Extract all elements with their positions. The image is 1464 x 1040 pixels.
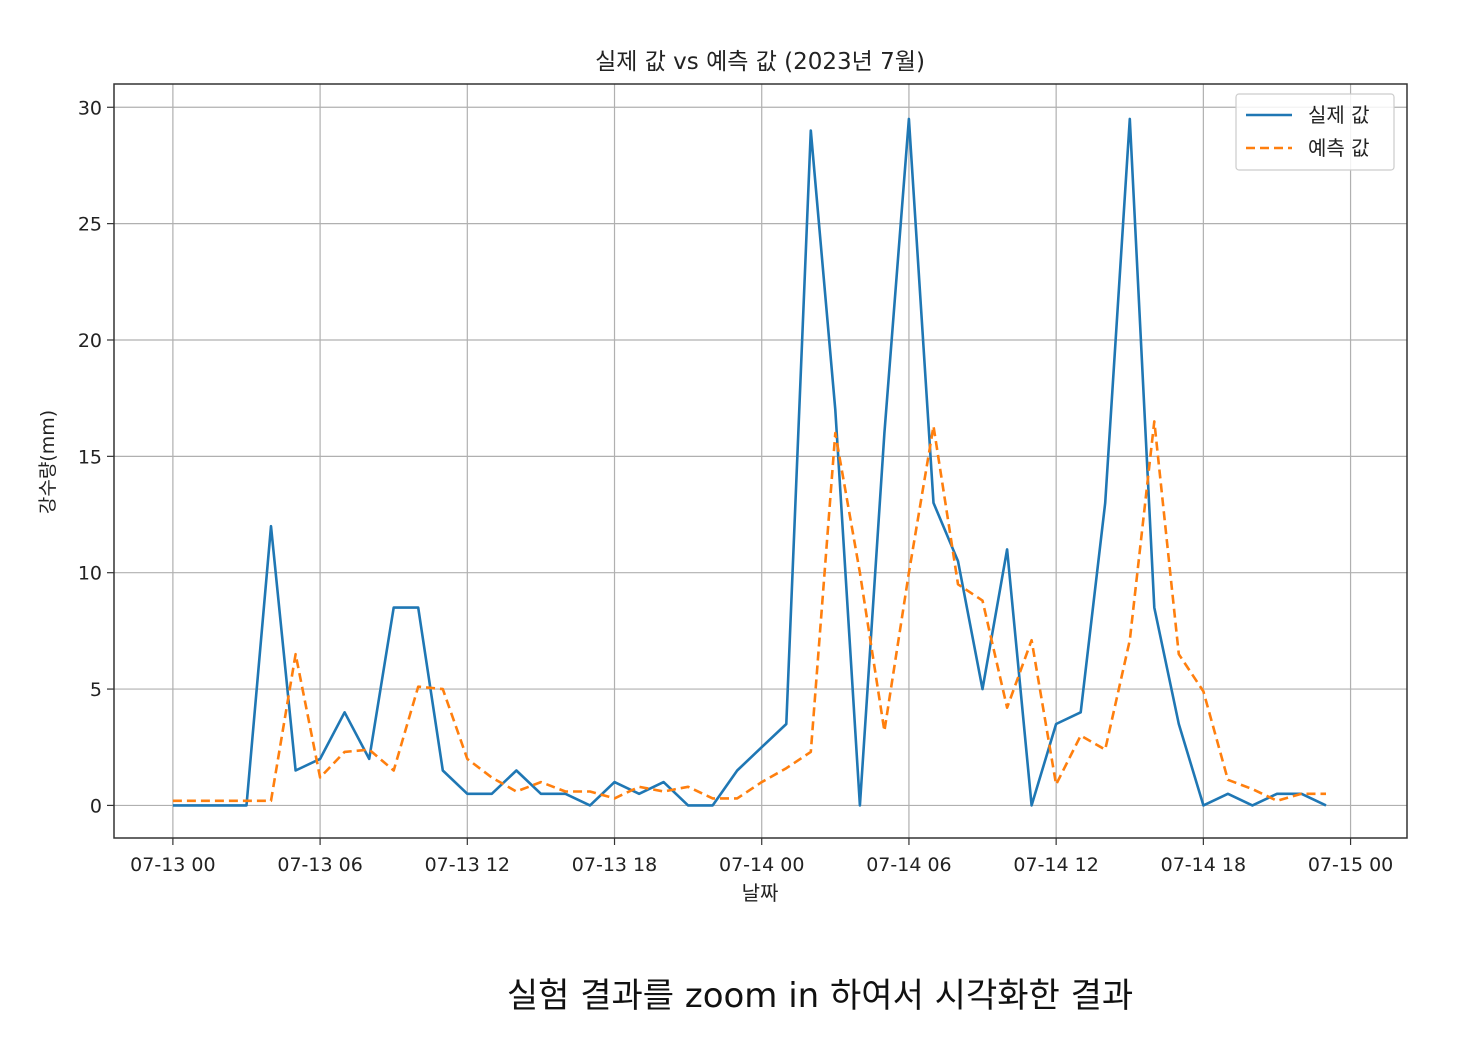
x-tick-label: 07-14 06 xyxy=(866,854,951,876)
y-tick-label: 5 xyxy=(90,679,102,701)
series-line-predicted xyxy=(172,420,1326,803)
y-tick-label: 30 xyxy=(78,97,102,119)
x-axis-ticks: 07-13 00 07-13 06 07-13 12 07-13 18 07-14 00… xyxy=(130,838,1393,876)
legend: 실제 값 예측 값 xyxy=(1235,93,1395,171)
legend-label-actual: 실제 값 xyxy=(1308,103,1370,127)
y-axis-label: 강수량(mm) xyxy=(37,410,59,514)
legend-box xyxy=(1235,93,1395,171)
y-tick-label: 0 xyxy=(90,795,102,817)
grid-lines xyxy=(114,84,1407,838)
x-tick-label: 07-14 00 xyxy=(719,854,804,876)
x-tick-label: 07-13 12 xyxy=(425,854,510,876)
plot-frame xyxy=(113,83,1408,839)
x-tick-label: 07-13 00 xyxy=(130,854,215,876)
x-tick-label: 07-15 00 xyxy=(1308,854,1393,876)
x-tick-label: 07-13 06 xyxy=(277,854,362,876)
legend-label-predicted: 예측 값 xyxy=(1308,136,1370,160)
y-tick-label: 20 xyxy=(78,330,102,352)
x-tick-label: 07-13 18 xyxy=(572,854,657,876)
y-tick-label: 10 xyxy=(78,563,102,585)
x-axis-label: 날짜 xyxy=(742,881,779,905)
y-axis-ticks: 0 5 10 15 20 25 30 xyxy=(78,97,114,817)
figure-caption: 실험 결과를 zoom in 하여서 시각화한 결과 xyxy=(506,976,1134,1016)
y-tick-label: 25 xyxy=(78,214,102,236)
y-tick-label: 15 xyxy=(78,446,102,468)
chart-title: 실제 값 vs 예측 값 (2023년 7월) xyxy=(595,49,925,75)
x-tick-label: 07-14 12 xyxy=(1013,854,1098,876)
x-tick-label: 07-14 18 xyxy=(1161,854,1246,876)
series-line-actual xyxy=(172,117,1327,807)
series-lines xyxy=(172,117,1327,807)
